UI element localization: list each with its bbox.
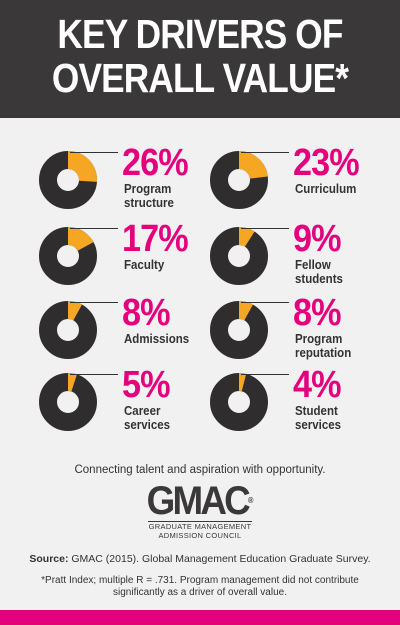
donut-career-services bbox=[39, 373, 97, 431]
donut-slice-admissions bbox=[39, 301, 97, 359]
driver-label-student-services: Student services bbox=[295, 404, 342, 432]
leader-line bbox=[70, 228, 118, 229]
gmac-logo: GMAC® bbox=[16, 481, 384, 521]
donut-slice-faculty bbox=[39, 227, 97, 285]
percent-value-curriculum: 23% bbox=[293, 142, 360, 184]
driver-item-student-services: 4% Student services bbox=[207, 366, 392, 440]
driver-label-admissions: Admissions bbox=[124, 332, 190, 346]
footnote: *Pratt Index; multiple R = .731. Program… bbox=[41, 575, 359, 598]
percent-value-admissions: 8% bbox=[122, 292, 171, 334]
leader-line bbox=[70, 302, 118, 303]
leader-line bbox=[241, 302, 289, 303]
source-label: Source: bbox=[29, 553, 69, 565]
leader-line bbox=[70, 152, 118, 153]
driver-label-program-reputation: Program reputation bbox=[295, 332, 352, 360]
donut-curriculum bbox=[210, 151, 268, 209]
donut-admissions bbox=[39, 301, 97, 359]
donut-faculty bbox=[39, 227, 97, 285]
bottom-accent-bar bbox=[0, 610, 400, 625]
donut-fellow-students bbox=[210, 227, 268, 285]
donut-remainder-curriculum bbox=[210, 151, 268, 209]
driver-item-curriculum: 23% Curriculum bbox=[207, 144, 392, 218]
leader-line bbox=[70, 374, 118, 375]
header-banner: KEY DRIVERS OF OVERALL VALUE* bbox=[0, 0, 400, 118]
leader-line bbox=[241, 228, 289, 229]
driver-item-admissions: 8% Admissions bbox=[36, 294, 221, 368]
title-line-1: KEY DRIVERS OF bbox=[57, 11, 343, 57]
donut-slice-career-services bbox=[39, 373, 97, 431]
logo-divider bbox=[148, 521, 252, 522]
percent-value-career-services: 5% bbox=[122, 364, 171, 406]
logo-subtitle-line-1: GRADUATE MANAGEMENT bbox=[148, 522, 252, 531]
donut-slice-fellow-students bbox=[210, 227, 268, 285]
source-text: GMAC (2015). Global Management Education… bbox=[68, 553, 371, 565]
driver-label-program-structure: Program structure bbox=[124, 182, 174, 210]
driver-item-career-services: 5% Career services bbox=[36, 366, 221, 440]
driver-label-faculty: Faculty bbox=[124, 258, 165, 272]
driver-item-program-reputation: 8% Program reputation bbox=[207, 294, 392, 368]
donut-program-reputation bbox=[210, 301, 268, 359]
logo-registered-mark: ® bbox=[247, 496, 254, 505]
source-citation: Source: GMAC (2015). Global Management E… bbox=[20, 553, 380, 565]
percent-value-program-structure: 26% bbox=[122, 142, 189, 184]
leader-line bbox=[241, 152, 289, 153]
driver-item-fellow-students: 9% Fellow students bbox=[207, 220, 392, 294]
donut-student-services bbox=[210, 373, 268, 431]
driver-label-fellow-students: Fellow students bbox=[295, 258, 343, 286]
tagline: Connecting talent and aspiration with op… bbox=[74, 464, 326, 476]
driver-item-program-structure: 26% Program structure bbox=[36, 144, 221, 218]
leader-line bbox=[241, 374, 289, 375]
donut-slice-program-structure bbox=[39, 151, 97, 209]
donut-remainder-student-services bbox=[210, 373, 268, 431]
percent-value-student-services: 4% bbox=[293, 364, 342, 406]
percent-value-program-reputation: 8% bbox=[293, 292, 342, 334]
donut-program-structure bbox=[39, 151, 97, 209]
driver-label-curriculum: Curriculum bbox=[295, 182, 357, 196]
logo-subtitle-line-2: ADMISSION COUNCIL bbox=[158, 531, 242, 540]
driver-label-career-services: Career services bbox=[124, 404, 171, 432]
driver-item-faculty: 17% Faculty bbox=[36, 220, 221, 294]
percent-value-faculty: 17% bbox=[122, 218, 189, 260]
title-line-2: OVERALL VALUE* bbox=[51, 55, 349, 101]
logo-text: GMAC bbox=[146, 479, 251, 523]
percent-value-fellow-students: 9% bbox=[293, 218, 342, 260]
donut-slice-program-reputation bbox=[210, 301, 268, 359]
